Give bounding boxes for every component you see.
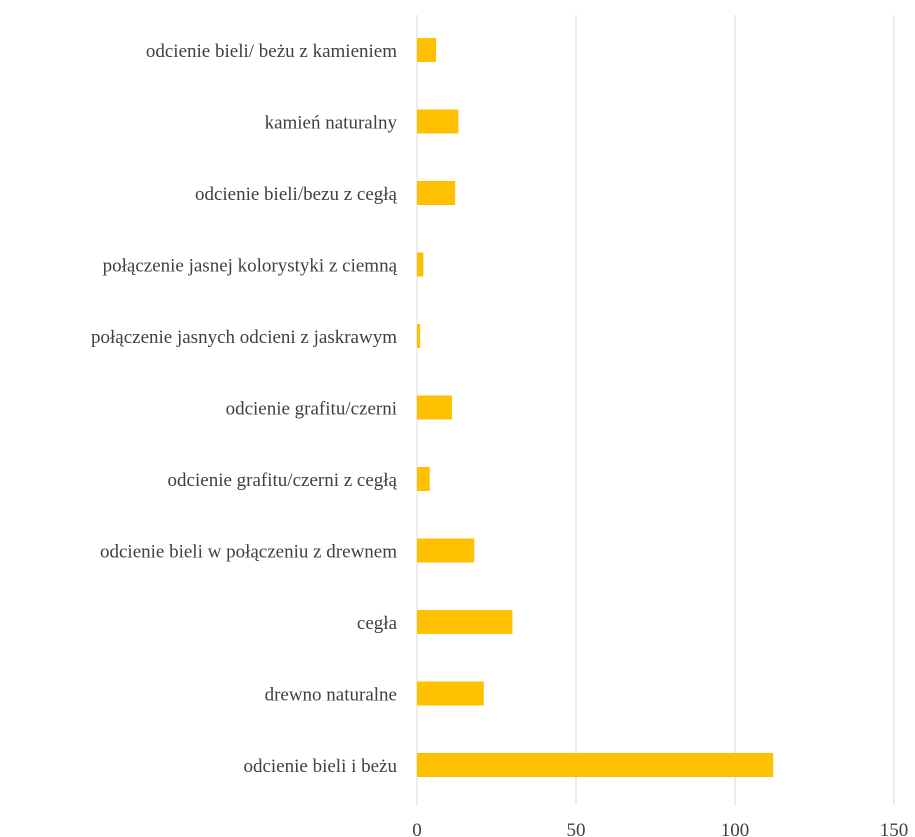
bar (417, 467, 430, 491)
x-tick-label: 150 (880, 820, 909, 837)
x-tick-label: 50 (567, 820, 586, 837)
bar (417, 324, 421, 348)
x-tick-labels: 0 50 100 150 (412, 820, 908, 837)
category-label: kamień naturalny (265, 113, 398, 134)
bar (417, 395, 452, 420)
bar (417, 681, 484, 706)
x-tick-label: 0 (412, 820, 422, 837)
bar (417, 38, 437, 62)
gridlines (416, 15, 895, 805)
bar (417, 109, 459, 134)
category-label: odcienie bieli w połączeniu z drewnem (100, 542, 397, 563)
category-label: odcienie bieli i beżu (243, 756, 397, 777)
bar (417, 610, 513, 634)
category-label: odcienie grafitu/czerni (226, 399, 397, 420)
bar (417, 538, 475, 563)
bars (417, 38, 774, 777)
category-label: odcienie bieli/bezu z cegłą (195, 184, 398, 205)
category-label: drewno naturalne (265, 685, 397, 706)
bar (417, 181, 456, 205)
bar (417, 753, 774, 777)
category-labels: odcienie bieli/ beżu z kamieniem kamień n… (91, 41, 398, 777)
category-label: połączenie jasnej kolorystyki z ciemną (103, 256, 398, 277)
category-label: połączenie jasnych odcieni z jaskrawym (91, 327, 397, 348)
category-label: odcienie grafitu/czerni z cegłą (168, 470, 398, 491)
x-tick-label: 100 (721, 820, 750, 837)
category-label: cegła (357, 613, 398, 634)
category-label: odcienie bieli/ beżu z kamieniem (146, 41, 397, 62)
bar (417, 252, 424, 277)
